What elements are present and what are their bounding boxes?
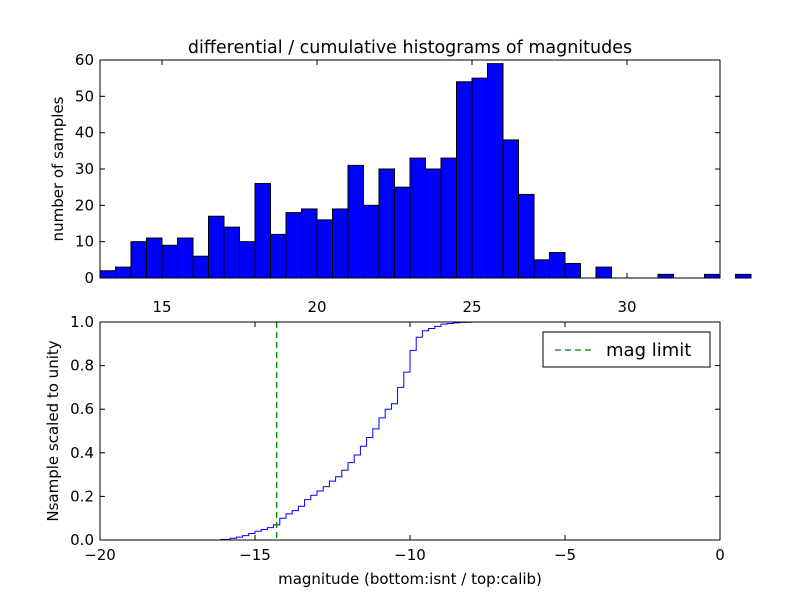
histogram-bar: [239, 241, 256, 279]
histogram-bar: [146, 237, 163, 279]
y-tick-label: 10: [75, 233, 94, 251]
y-tick-label: 0: [84, 269, 94, 287]
histogram-bar: [456, 81, 473, 279]
y-tick-label: 20: [75, 196, 94, 214]
bottom-x-axis-label: magnitude (bottom:isnt / top:calib): [278, 570, 542, 588]
x-tick-label: 15: [152, 298, 171, 316]
y-tick-label: 0.4: [70, 444, 94, 462]
x-tick-label: −15: [239, 546, 271, 564]
histogram-bar: [394, 186, 411, 279]
y-tick-label: 40: [75, 124, 94, 142]
histogram-bar: [363, 204, 380, 279]
x-tick-label: −20: [84, 546, 116, 564]
histogram-bar: [285, 212, 302, 279]
x-tick-label: 25: [462, 298, 481, 316]
histogram-bar: [347, 164, 364, 279]
x-tick-label: 30: [617, 298, 636, 316]
y-tick-label: 50: [75, 87, 94, 105]
histogram-bar: [177, 237, 194, 279]
histogram-bar: [99, 270, 116, 279]
bottom-y-axis-label: Nsample scaled to unity: [44, 340, 62, 521]
histogram-bar: [409, 157, 426, 279]
y-tick-label: 0.8: [70, 357, 94, 375]
y-tick-label: 1.0: [70, 313, 94, 331]
top-plot-frame: [99, 59, 721, 279]
bottom-plot-frame: [99, 321, 721, 541]
histogram-bar: [316, 219, 333, 279]
chart-title: differential / cumulative histograms of …: [188, 38, 632, 58]
histogram-bar: [223, 226, 240, 279]
top-y-axis-label: number of samples: [49, 96, 67, 241]
histogram-bar: [332, 208, 349, 279]
histogram-bar: [378, 168, 395, 279]
legend-mag-limit-label: mag limit: [606, 340, 691, 361]
x-tick-label: −10: [394, 546, 426, 564]
histogram-bar: [301, 208, 318, 279]
x-tick-label: 20: [307, 298, 326, 316]
legend: mag limit: [542, 331, 711, 368]
histogram-bar: [115, 266, 132, 279]
histogram-bar: [471, 77, 488, 279]
histogram-bar: [425, 168, 442, 279]
histogram-bar: [487, 63, 504, 279]
y-tick-label: 30: [75, 160, 94, 178]
histogram-bar: [254, 183, 271, 279]
top-axis-ticks: 15 20 25 30 0 10 20 30 40 50 60: [75, 51, 720, 316]
y-tick-label: 0.2: [70, 487, 94, 505]
histogram-bar: [518, 193, 535, 279]
cumulative-chart: −20 −15 −10 −5 0 0.0 0.2 0.4 0.6 0.8 1.0 magnitude…: [44, 313, 725, 588]
y-tick-label: 0.6: [70, 400, 94, 418]
histogram-bar: [564, 262, 581, 279]
histogram-bar: [704, 273, 721, 279]
histogram-bar: [657, 273, 674, 279]
histogram-bar: [533, 259, 550, 279]
histogram-bar: [440, 157, 457, 279]
histogram-bar: [270, 233, 287, 279]
y-tick-label: 60: [75, 51, 94, 69]
histogram-bar: [735, 273, 752, 279]
histogram-bar: [161, 244, 178, 279]
x-tick-label: 0: [715, 546, 725, 564]
histogram-bar: [192, 255, 209, 279]
histogram-bar: [549, 252, 566, 279]
x-tick-label: −5: [554, 546, 576, 564]
histogram-bar: [130, 241, 147, 279]
histogram-bar: [502, 139, 519, 279]
histogram-bar: [208, 215, 225, 279]
histogram-bar: [595, 266, 612, 279]
y-tick-label: 0.0: [70, 531, 94, 549]
cumulative-step-line: [100, 321, 720, 541]
top-histogram-chart: differential / cumulative histograms of …: [49, 38, 752, 316]
